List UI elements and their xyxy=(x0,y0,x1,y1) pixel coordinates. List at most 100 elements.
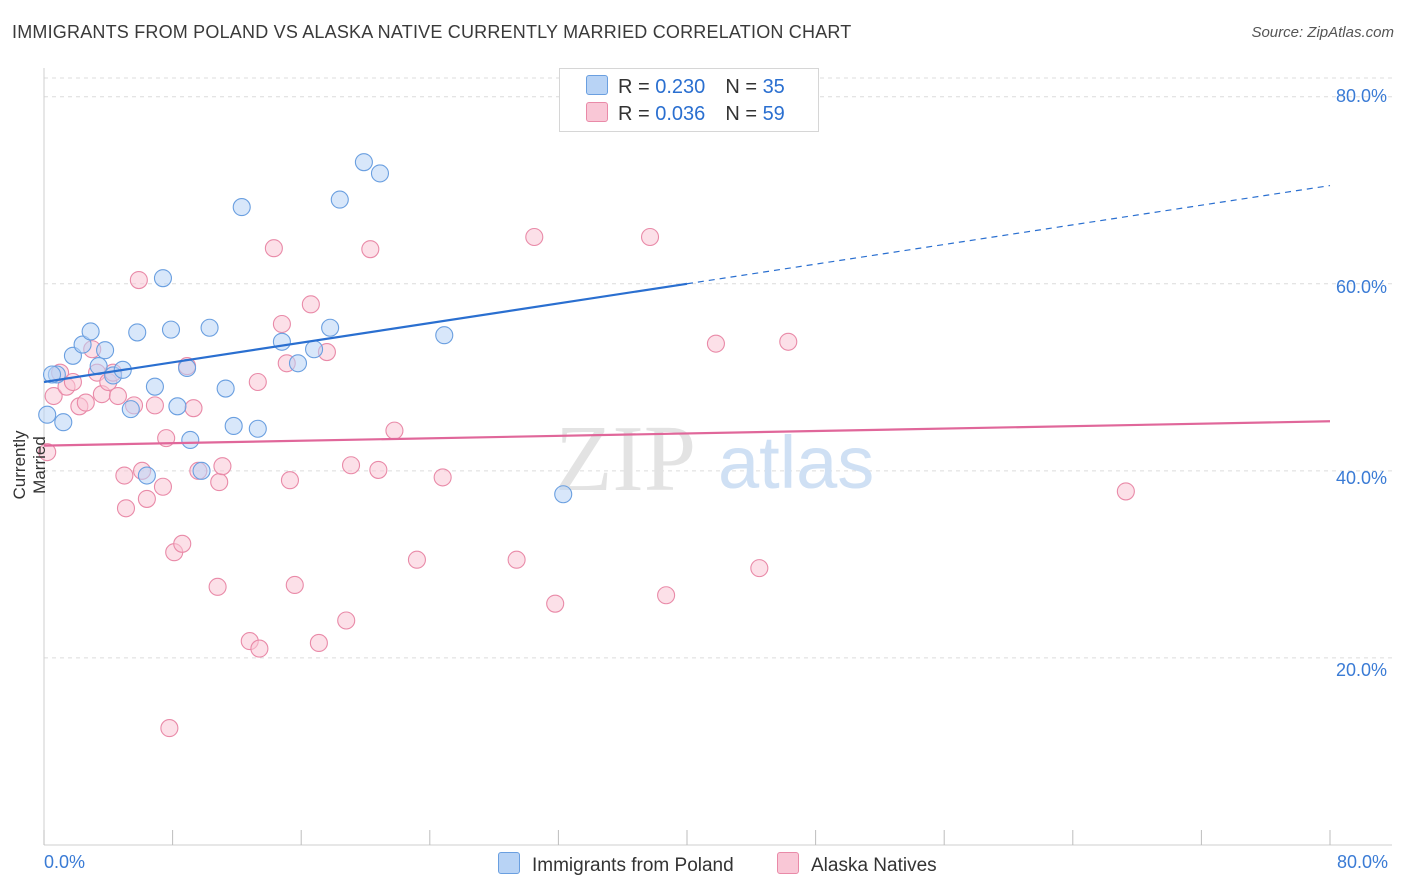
alaska-point-48 xyxy=(507,550,526,569)
alaska-point-6 xyxy=(76,393,95,412)
poland-point-7 xyxy=(96,341,115,360)
x-tick-label-min: 0.0% xyxy=(44,852,86,872)
alaska-point-13 xyxy=(115,466,134,485)
stats-legend: R = 0.230 N = 35 R = 0.036 N = 59 xyxy=(559,68,819,132)
bottom-legend-swatch-blue xyxy=(498,852,520,874)
poland-point-33 xyxy=(554,485,573,504)
bottom-legend-alaska: Alaska Natives xyxy=(777,852,937,877)
trend-line-poland-extension xyxy=(686,184,1331,285)
alaska-point-34 xyxy=(272,314,291,334)
legend-r-value: 0.036 xyxy=(655,103,706,125)
poland-point-18 xyxy=(181,430,200,450)
alaska-point-45 xyxy=(385,421,404,440)
y-tick-label-20: 20.0% xyxy=(1336,660,1388,680)
alaska-point-53 xyxy=(706,334,725,353)
alaska-point-29 xyxy=(213,457,232,476)
alaska-point-52 xyxy=(657,586,676,605)
legend-n-label: N = xyxy=(725,76,763,98)
y-axis-title: Currently Married xyxy=(10,430,49,500)
legend-n-value: 35 xyxy=(762,76,785,98)
alaska-point-47 xyxy=(433,468,452,487)
poland-point-29 xyxy=(330,190,349,209)
trend-line-poland xyxy=(43,282,688,384)
poland-point-25 xyxy=(272,332,291,351)
legend-row-poland: R = 0.230 N = 35 xyxy=(586,75,785,99)
legend-n-value: 59 xyxy=(762,103,785,125)
poland-point-19 xyxy=(192,461,211,480)
alaska-point-31 xyxy=(248,372,267,392)
bottom-legend-poland: Immigrants from Poland xyxy=(498,852,734,877)
alaska-point-51 xyxy=(640,227,660,247)
poland-point-26 xyxy=(288,354,308,373)
alaska-point-18 xyxy=(137,489,156,508)
poland-point-24 xyxy=(248,419,267,438)
poland-point-23 xyxy=(232,198,251,217)
poland-point-11 xyxy=(128,323,147,342)
poland-point-10 xyxy=(121,400,140,419)
poland-point-5 xyxy=(81,322,100,341)
alaska-point-56 xyxy=(1116,482,1135,501)
trend-lines xyxy=(43,184,1331,447)
series-immigrants-from-poland xyxy=(38,153,573,504)
gridlines xyxy=(44,77,1392,659)
alaska-point-49 xyxy=(525,227,544,247)
legend-swatch-pink xyxy=(586,102,608,122)
alaska-point-14 xyxy=(116,499,136,518)
alaska-point-32 xyxy=(250,639,269,658)
legend-r-value: 0.230 xyxy=(655,76,706,98)
alaska-point-39 xyxy=(309,633,328,653)
alaska-point-1 xyxy=(44,386,63,406)
poland-point-0 xyxy=(38,405,57,424)
watermark: ZIP atlas xyxy=(555,407,874,511)
legend-row-alaska: R = 0.036 N = 59 xyxy=(586,102,785,126)
alaska-point-12 xyxy=(108,386,127,406)
poland-point-30 xyxy=(354,153,373,172)
legend-r-label: R = xyxy=(618,76,656,98)
alaska-point-28 xyxy=(210,473,229,492)
alaska-point-50 xyxy=(546,594,565,613)
alaska-point-33 xyxy=(264,239,283,258)
alaska-point-37 xyxy=(285,575,304,595)
poland-point-34 xyxy=(42,365,62,384)
alaska-point-43 xyxy=(361,240,380,259)
source-label: Source: ZipAtlas.com xyxy=(1251,24,1394,41)
alaska-point-46 xyxy=(407,550,426,569)
alaska-point-44 xyxy=(369,460,388,479)
poland-point-13 xyxy=(145,377,164,396)
alaska-point-19 xyxy=(145,396,164,415)
legend-swatch-blue xyxy=(586,75,608,95)
poland-point-4 xyxy=(73,335,92,354)
watermark-zip: ZIP xyxy=(555,407,696,511)
chart-title: IMMIGRANTS FROM POLAND VS ALASKA NATIVE … xyxy=(12,22,852,42)
watermark-atlas: atlas xyxy=(718,421,874,504)
alaska-point-42 xyxy=(341,456,361,475)
y-tick-label-40: 40.0% xyxy=(1336,468,1388,488)
poland-point-15 xyxy=(161,320,181,339)
alaska-point-25 xyxy=(184,399,203,418)
alaska-point-57 xyxy=(160,719,179,738)
poland-point-2 xyxy=(54,413,73,432)
trend-line-alaska xyxy=(43,420,1331,447)
alaska-point-36 xyxy=(280,471,299,490)
alaska-point-20 xyxy=(153,477,173,496)
alaska-point-16 xyxy=(129,270,148,290)
bottom-legend-label: Immigrants from Poland xyxy=(532,855,734,876)
poland-point-12 xyxy=(137,466,156,485)
poland-point-27 xyxy=(305,340,324,359)
alaska-point-38 xyxy=(301,295,320,314)
legend-r-label: R = xyxy=(618,103,656,125)
y-tick-label-60: 60.0% xyxy=(1336,277,1388,297)
alaska-point-55 xyxy=(779,332,798,351)
alaska-point-41 xyxy=(337,611,356,630)
alaska-point-27 xyxy=(208,577,227,596)
y-tick-label-80: 80.0% xyxy=(1336,86,1388,106)
bottom-legend-label: Alaska Natives xyxy=(811,855,937,876)
bottom-legend-swatch-pink xyxy=(777,852,799,874)
poland-point-14 xyxy=(153,269,173,288)
poland-point-21 xyxy=(216,379,235,398)
alaska-point-23 xyxy=(173,534,192,553)
poland-point-16 xyxy=(168,397,187,416)
poland-point-31 xyxy=(370,164,390,183)
poland-point-22 xyxy=(224,416,243,436)
